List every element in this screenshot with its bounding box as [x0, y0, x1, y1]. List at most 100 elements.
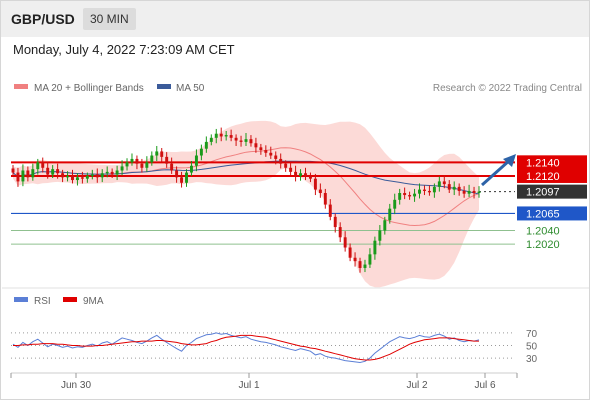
- candle: [224, 130, 228, 141]
- candle: [219, 127, 223, 142]
- candle-body: [155, 151, 159, 156]
- candle-body: [219, 133, 223, 137]
- candle-body: [125, 162, 129, 167]
- candle-body: [254, 143, 258, 148]
- candle: [75, 173, 79, 186]
- candle-body: [294, 171, 298, 176]
- candle: [46, 161, 50, 179]
- candle: [393, 193, 397, 215]
- x-axis: Jun 30 Jul 1 Jul 2 Jul 6: [10, 373, 518, 391]
- candle: [462, 186, 466, 198]
- bb-legend-label: MA 20 + Bollinger Bands: [34, 83, 144, 94]
- x-tick-label: Jul 1: [238, 380, 260, 391]
- candle: [244, 133, 248, 146]
- resistance-label: 1.2120: [526, 171, 560, 183]
- candle-body: [348, 247, 352, 258]
- candle: [328, 199, 332, 221]
- candle: [155, 145, 159, 161]
- candle: [313, 173, 317, 196]
- candle-body: [437, 181, 441, 187]
- support-label: 1.2020: [526, 239, 560, 251]
- candle-body: [457, 186, 461, 191]
- rsi-level-label: 30: [526, 354, 538, 365]
- candle: [368, 248, 372, 268]
- candle-body: [343, 237, 347, 248]
- candle-body: [71, 175, 74, 181]
- candle: [110, 168, 114, 179]
- candle: [264, 145, 268, 157]
- candle: [418, 183, 421, 199]
- bb-legend-swatch: [14, 84, 28, 89]
- candle-body: [467, 190, 471, 194]
- candle: [408, 191, 412, 200]
- ma50-line: [12, 160, 480, 195]
- candle: [373, 236, 377, 260]
- candle: [403, 187, 407, 200]
- candle: [135, 155, 139, 170]
- price-levels: 1.2140 1.2120 1.2097 1.2065 1.2040 1.2020: [11, 155, 587, 251]
- candle-body: [90, 174, 94, 176]
- candle-body: [135, 158, 139, 164]
- candle-body: [145, 162, 149, 168]
- candle-body: [299, 173, 303, 176]
- candle-body: [194, 155, 198, 166]
- candle-body: [264, 150, 268, 153]
- candle: [105, 166, 109, 178]
- candle-body: [26, 170, 30, 178]
- candle: [467, 184, 471, 198]
- candle-body: [318, 189, 322, 193]
- candle: [185, 169, 188, 187]
- candle-body: [447, 184, 451, 190]
- candle-body: [21, 170, 25, 182]
- candle-body: [41, 162, 45, 168]
- candle-body: [95, 174, 99, 178]
- candle-body: [373, 240, 377, 255]
- candle-body: [358, 261, 362, 268]
- candle-body: [66, 175, 70, 178]
- candle: [11, 165, 15, 176]
- candle-body: [80, 177, 84, 179]
- candle-body: [304, 173, 307, 176]
- candle-body: [284, 163, 288, 168]
- candle: [214, 128, 218, 144]
- candle-body: [100, 173, 104, 178]
- candle-body: [204, 141, 208, 149]
- forecast-arrow: [481, 154, 516, 187]
- candle: [378, 225, 382, 246]
- candle: [398, 188, 402, 205]
- candle-body: [388, 208, 392, 221]
- x-tick-label: Jun 30: [61, 380, 91, 391]
- candle: [432, 183, 436, 198]
- candle: [140, 158, 144, 173]
- candle: [95, 168, 99, 183]
- chart-header: GBP/USD 30 MIN: [1, 1, 589, 37]
- candle-body: [313, 178, 317, 190]
- rsi-level-label: 50: [526, 342, 538, 353]
- candle-body: [31, 169, 35, 178]
- candle-body: [199, 148, 203, 156]
- rsi-ma-legend-swatch: [63, 297, 77, 302]
- x-tick-label: Jul 6: [474, 380, 496, 391]
- candle: [51, 165, 55, 179]
- candle: [56, 163, 60, 179]
- ma50-legend-label: MA 50: [176, 83, 205, 94]
- candles: [11, 127, 481, 273]
- candle-body: [393, 199, 397, 209]
- candle: [249, 135, 253, 147]
- candle-body: [130, 158, 134, 163]
- candle-body: [46, 167, 50, 175]
- candle-body: [140, 163, 144, 168]
- candle: [239, 135, 243, 147]
- candle-body: [279, 158, 283, 164]
- candle-body: [175, 170, 179, 178]
- candle: [204, 136, 208, 153]
- candle-body: [56, 169, 60, 174]
- candle-body: [209, 137, 213, 142]
- candle: [66, 171, 70, 182]
- candle-body: [363, 264, 367, 268]
- timeframe-badge[interactable]: 30 MIN: [83, 8, 136, 30]
- candle: [189, 160, 193, 176]
- candle: [175, 166, 179, 183]
